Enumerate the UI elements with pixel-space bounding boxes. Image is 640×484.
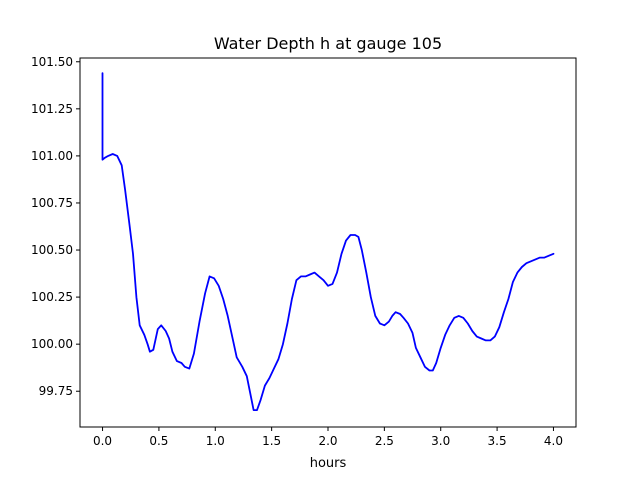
y-tick-label: 100.25 [31, 290, 73, 304]
x-tick-label: 4.0 [544, 434, 563, 448]
data-layer [101, 72, 555, 412]
y-tick-label: 100.50 [31, 243, 73, 257]
x-axis-ticks: 0.0 0.5 1.0 1.5 2.0 2.5 3.0 3.5 4.0 [93, 427, 563, 448]
y-tick-label: 100.75 [31, 196, 73, 210]
chart-title: Water Depth h at gauge 105 [214, 34, 442, 53]
plot-frame [79, 57, 577, 428]
x-tick-label: 0.0 [93, 434, 112, 448]
x-tick-label: 3.0 [431, 434, 450, 448]
y-tick-label: 99.75 [39, 384, 73, 398]
y-tick-label: 101.50 [31, 55, 73, 69]
series-line-water-depth [101, 72, 555, 412]
x-tick-label: 1.5 [262, 434, 281, 448]
y-tick-label: 101.00 [31, 149, 73, 163]
x-tick-label: 3.5 [488, 434, 507, 448]
y-tick-label: 100.00 [31, 337, 73, 351]
y-axis-ticks: 99.75 100.00 100.25 100.50 100.75 101.00 101.2… [31, 55, 80, 398]
y-tick-label: 101.25 [31, 102, 73, 116]
x-axis-label: hours [310, 456, 347, 471]
x-tick-label: 2.5 [375, 434, 394, 448]
x-tick-label: 2.0 [318, 434, 337, 448]
plot-area [80, 58, 576, 427]
x-tick-label: 1.0 [206, 434, 225, 448]
x-tick-label: 0.5 [149, 434, 168, 448]
